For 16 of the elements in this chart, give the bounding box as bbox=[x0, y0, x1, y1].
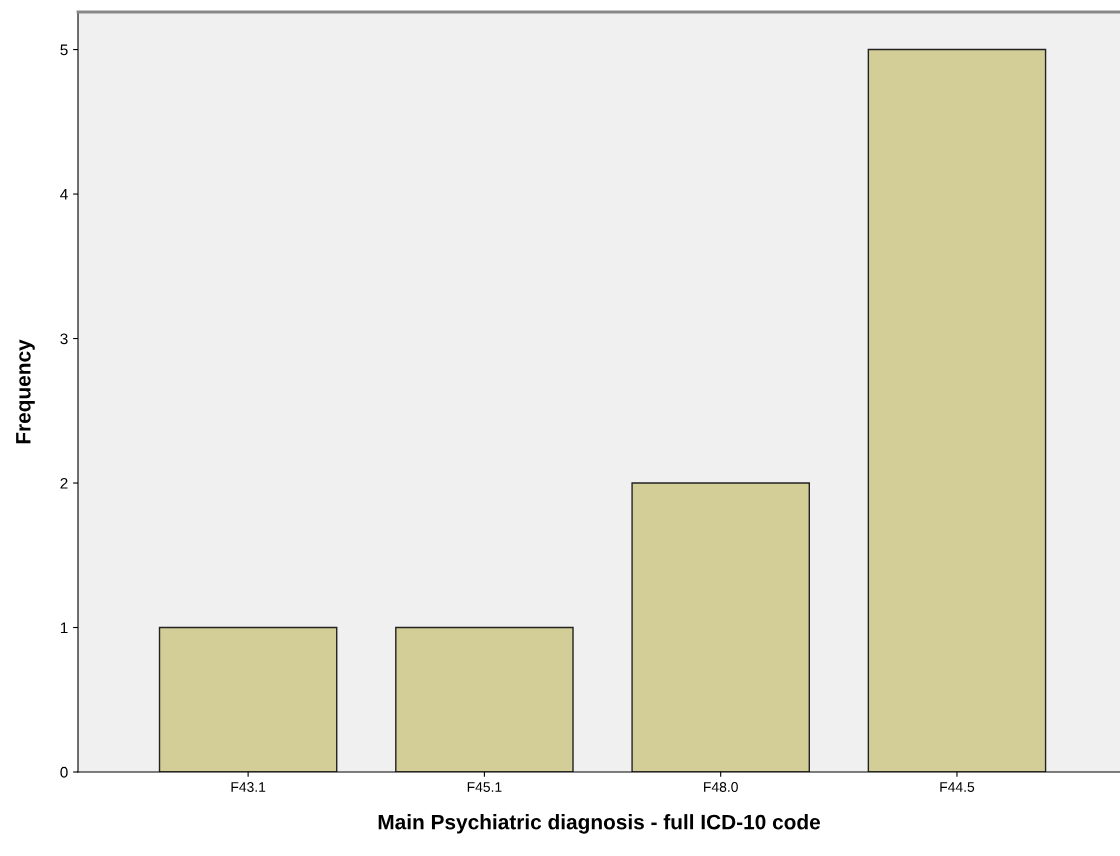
y-tick-label: 5 bbox=[60, 44, 68, 56]
y-tick-label: 3 bbox=[60, 333, 68, 345]
x-tick-label: F44.5 bbox=[940, 782, 975, 792]
y-tick-label: 2 bbox=[60, 477, 68, 489]
y-tick-label: 1 bbox=[60, 622, 68, 634]
y-tick-label: 0 bbox=[60, 766, 68, 778]
bar bbox=[867, 48, 1047, 772]
bar bbox=[395, 626, 574, 772]
x-tick-label: F43.1 bbox=[231, 782, 266, 792]
x-tick-label: F48.0 bbox=[704, 782, 738, 792]
x-tick-label: F45.1 bbox=[467, 782, 502, 792]
bar bbox=[158, 626, 338, 772]
bar bbox=[631, 482, 810, 772]
y-tick-label: 4 bbox=[60, 189, 68, 200]
x-axis-title: Main Psychiatric diagnosis - full ICD-10 code bbox=[378, 814, 820, 834]
y-axis-title: Frequency bbox=[16, 339, 35, 444]
